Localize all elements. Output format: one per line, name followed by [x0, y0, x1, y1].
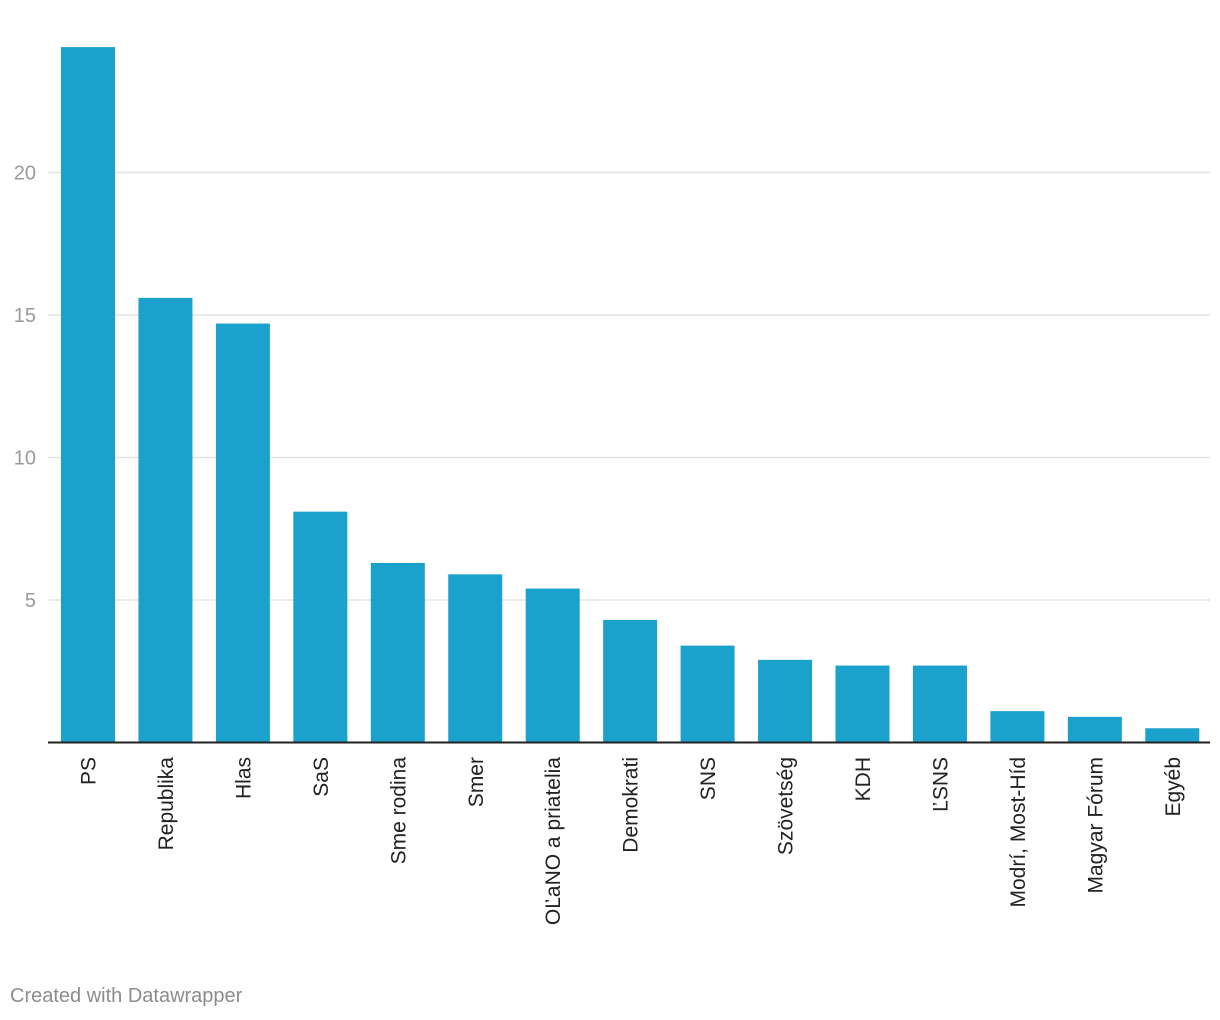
x-category-label: SaS — [310, 757, 333, 797]
bar-hlas[interactable] — [215, 323, 270, 743]
bar-modrí-most-híd[interactable] — [990, 711, 1045, 743]
y-axis-tick-labels: 5 10 15 20 — [14, 163, 36, 613]
bar-sns[interactable] — [680, 645, 735, 743]
bar-sme-rodina[interactable] — [370, 562, 425, 743]
bar-republika[interactable] — [138, 297, 193, 743]
x-category-label: KDH — [852, 757, 875, 801]
bar-egyéb[interactable] — [1145, 728, 1200, 743]
x-category-label: Demokrati — [620, 757, 643, 853]
bar-sas[interactable] — [293, 511, 348, 743]
x-category-label: Hlas — [232, 757, 255, 799]
x-category-label: Republika — [155, 757, 178, 851]
bar-magyar-fórum[interactable] — [1067, 716, 1122, 743]
x-category-label: ĽSNS — [929, 757, 952, 812]
y-tick-label: 10 — [14, 448, 36, 470]
x-axis-category-labels: PS Republika Hlas SaS Sme rodina Smer OĽaNO a … — [78, 757, 1185, 925]
x-category-label: Modrí, Most-Híd — [1007, 757, 1030, 908]
bar-chart: 5 10 15 20 PS Republika Hlas SaS Sme rodina Smer… — [14, 47, 1210, 925]
bar-ľsns[interactable] — [912, 665, 967, 743]
x-category-label: Szövetség — [775, 757, 798, 855]
bar-kdh[interactable] — [835, 665, 890, 743]
x-category-label: Smer — [465, 757, 488, 807]
bar-oľano-a-priatelia[interactable] — [525, 588, 580, 743]
x-category-label: OĽaNO a priatelia — [542, 757, 565, 925]
bar-szövetség[interactable] — [758, 659, 813, 743]
bars — [61, 47, 1200, 743]
datawrapper-credit[interactable]: Created with Datawrapper — [10, 985, 243, 1007]
x-category-label: Egyéb — [1162, 757, 1185, 817]
x-category-label: Magyar Fórum — [1084, 757, 1107, 894]
x-category-label: PS — [78, 757, 101, 785]
x-category-label: SNS — [697, 757, 720, 800]
bar-smer[interactable] — [448, 574, 503, 743]
x-category-label: Sme rodina — [387, 757, 410, 865]
y-tick-label: 5 — [25, 590, 36, 612]
bar-demokrati[interactable] — [603, 619, 658, 743]
bar-ps[interactable] — [61, 47, 115, 743]
y-tick-label: 20 — [14, 163, 36, 185]
y-tick-label: 15 — [14, 305, 36, 327]
